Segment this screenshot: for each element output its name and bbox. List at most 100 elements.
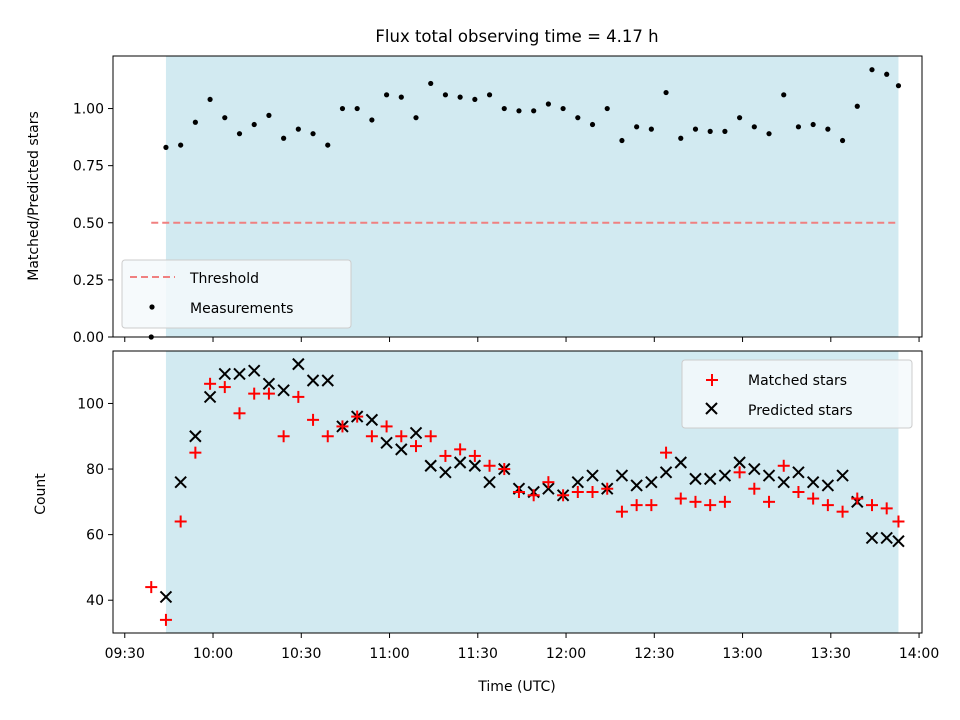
measurement-point	[884, 71, 890, 77]
matched-star-point	[321, 430, 334, 443]
measurement-point	[369, 117, 375, 123]
measurement-point	[442, 92, 449, 98]
matched-star-point	[630, 499, 643, 512]
measurement-point	[383, 92, 390, 98]
matched-star-point	[821, 499, 834, 512]
bottom-x-tick-label: 13:30	[811, 646, 851, 662]
measurement-point	[413, 115, 419, 121]
predicted-star-point	[806, 475, 820, 489]
measurement-point	[663, 89, 669, 96]
matched-star-point	[527, 489, 540, 502]
bottom-x-tick-label: 12:00	[546, 646, 586, 662]
matched-star-point	[851, 492, 864, 505]
bottom-x-tick-label: 13:00	[722, 646, 762, 662]
matched-star-point	[454, 443, 467, 456]
legend-predicted-swatch	[705, 402, 718, 415]
measurement-point	[163, 144, 169, 150]
top-legend-box	[121, 259, 352, 329]
measurement-point	[560, 105, 566, 112]
predicted-star-point	[689, 472, 702, 486]
predicted-star-point	[777, 475, 790, 489]
measurement-point	[692, 126, 699, 132]
measurement-point	[178, 142, 184, 148]
predicted-star-point	[174, 475, 187, 489]
measurement-point	[295, 126, 301, 132]
matched-star-point	[189, 446, 202, 459]
matched-star-markers	[145, 377, 905, 626]
matched-star-point	[204, 377, 217, 390]
predicted-star-point	[292, 357, 305, 371]
matched-star-point	[468, 449, 481, 462]
measurement-point	[281, 135, 287, 141]
predicted-star-point	[615, 469, 629, 482]
matched-star-point	[557, 489, 570, 502]
matched-star-point	[262, 387, 275, 400]
bottom-legend-box	[681, 359, 913, 429]
measurement-point	[354, 105, 360, 112]
matched-star-point	[601, 482, 614, 495]
matched-star-point	[645, 499, 658, 512]
measurement-point	[839, 137, 846, 144]
figure-title: Flux total observing time = 4.17 h	[375, 27, 658, 46]
predicted-star-point	[453, 456, 467, 469]
measurement-point	[895, 83, 902, 89]
measurement-point	[472, 96, 478, 103]
predicted-star-point	[365, 413, 379, 427]
bottom-y-tick-label: 40	[86, 593, 104, 609]
matched-star-point	[351, 410, 364, 423]
predicted-star-point	[542, 482, 555, 495]
matched-star-point	[498, 463, 511, 476]
predicted-star-point	[762, 469, 776, 482]
matched-star-point	[395, 430, 408, 443]
matched-star-point	[380, 420, 393, 433]
matched-star-point	[763, 495, 776, 508]
matched-star-point	[483, 459, 496, 472]
predicted-star-point	[483, 475, 496, 489]
predicted-star-point	[321, 374, 334, 387]
legend-matched-swatch	[706, 374, 718, 386]
predicted-star-point	[262, 377, 276, 390]
measurement-point	[325, 142, 331, 148]
predicted-star-point	[792, 466, 805, 479]
predicted-star-point	[233, 367, 246, 381]
measurement-point	[251, 121, 257, 128]
top-y-tick-label: 0.75	[73, 159, 104, 175]
measurement-point	[310, 131, 316, 137]
matched-star-point	[777, 459, 790, 472]
predicted-star-point	[718, 469, 732, 482]
bottom-legend: Matched stars Predicted stars	[681, 359, 913, 429]
star-count-panel: 40 60 80 100 09:30 10:00 10:30 11:00 11:30 12:00 1…	[33, 350, 939, 695]
measurement-point	[795, 124, 802, 130]
predicted-star-point	[865, 531, 879, 545]
bottom-y-tick-label: 100	[77, 396, 104, 412]
measurement-point	[207, 96, 213, 103]
matched-star-point	[439, 449, 452, 462]
bottom-y-axis-label: Count	[33, 473, 49, 515]
predicted-star-point	[159, 590, 173, 604]
matched-star-point	[865, 499, 878, 512]
predicted-star-point	[892, 534, 905, 548]
top-y-axis-label: Matched/Predicted stars	[26, 111, 42, 281]
matched-star-point	[218, 381, 231, 394]
predicted-star-point	[880, 531, 893, 545]
matched-star-point	[365, 430, 378, 443]
flux-ratio-panel: 0.00 0.25 0.50 0.75 1.00 Matched/Predicted s…	[26, 55, 923, 346]
measurement-point	[781, 92, 787, 98]
bottom-x-tick-label: 11:30	[458, 646, 498, 662]
predicted-star-point	[409, 426, 423, 440]
predicted-star-point	[674, 456, 687, 469]
measurement-point	[589, 121, 596, 128]
legend-measurements-swatch	[149, 304, 155, 310]
measurement-point	[825, 126, 831, 132]
matched-star-point	[336, 420, 349, 433]
matched-star-point	[836, 505, 849, 518]
predicted-star-point	[836, 469, 849, 482]
matched-star-point	[660, 446, 673, 459]
predicted-star-point	[306, 374, 320, 387]
matched-star-point	[174, 515, 187, 528]
predicted-star-point	[189, 430, 202, 443]
matched-star-point	[307, 413, 320, 426]
bottom-x-tick-label: 11:00	[369, 646, 409, 662]
measurement-point	[810, 121, 816, 128]
